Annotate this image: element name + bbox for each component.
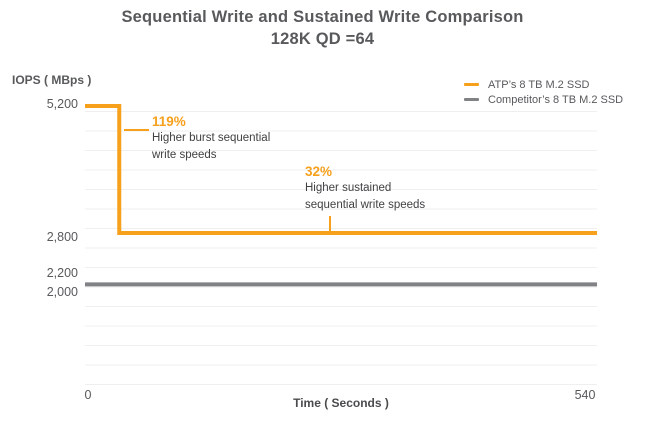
legend-swatch-competitor — [464, 98, 479, 101]
annotation-connector-1 — [124, 129, 149, 131]
y-tick-2800: 2,800 — [46, 230, 78, 244]
legend-swatch-atp — [464, 83, 479, 86]
y-tick-2000: 2,000 — [46, 285, 78, 299]
chart-subtitle: 128K QD =64 — [270, 30, 375, 48]
x-axis-label: Time ( Seconds ) — [293, 396, 389, 410]
x-tick-0: 0 — [84, 388, 92, 402]
legend-label-atp: ATP’s 8 TB M.2 SSD — [488, 78, 590, 91]
annotation-sustained-line2: sequential write speeds — [305, 198, 426, 211]
legend-label-competitor: Competitor’s 8 TB M.2 SSD — [488, 93, 624, 106]
x-tick-540: 540 — [574, 388, 596, 402]
annotation-sustained-value: 32% — [305, 164, 333, 179]
annotation-burst-line1: Higher burst sequential — [152, 132, 271, 144]
annotation-burst: 119% Higher burst sequential write speed… — [152, 113, 270, 163]
y-axis-label: IOPS ( MBps ) — [12, 73, 92, 87]
legend-item-competitor: Competitor’s 8 TB M.2 SSD — [464, 92, 623, 107]
annotation-burst-value: 119% — [152, 114, 186, 129]
y-tick-2200: 2,200 — [46, 266, 78, 280]
chart-title: Sequential Write and Sustained Write Com… — [121, 8, 524, 26]
annotation-connector-2 — [329, 216, 331, 232]
legend-item-atp: ATP’s 8 TB M.2 SSD — [464, 77, 623, 92]
annotation-sustained: 32% Higher sustained sequential write sp… — [305, 163, 425, 213]
annotation-sustained-line1: Higher sustained — [305, 182, 392, 194]
y-tick-5200: 5,200 — [46, 97, 78, 111]
legend: ATP’s 8 TB M.2 SSD Competitor’s 8 TB M.2… — [464, 77, 623, 107]
gridlines — [85, 111, 597, 387]
annotation-burst-line2: write speeds — [152, 148, 217, 161]
